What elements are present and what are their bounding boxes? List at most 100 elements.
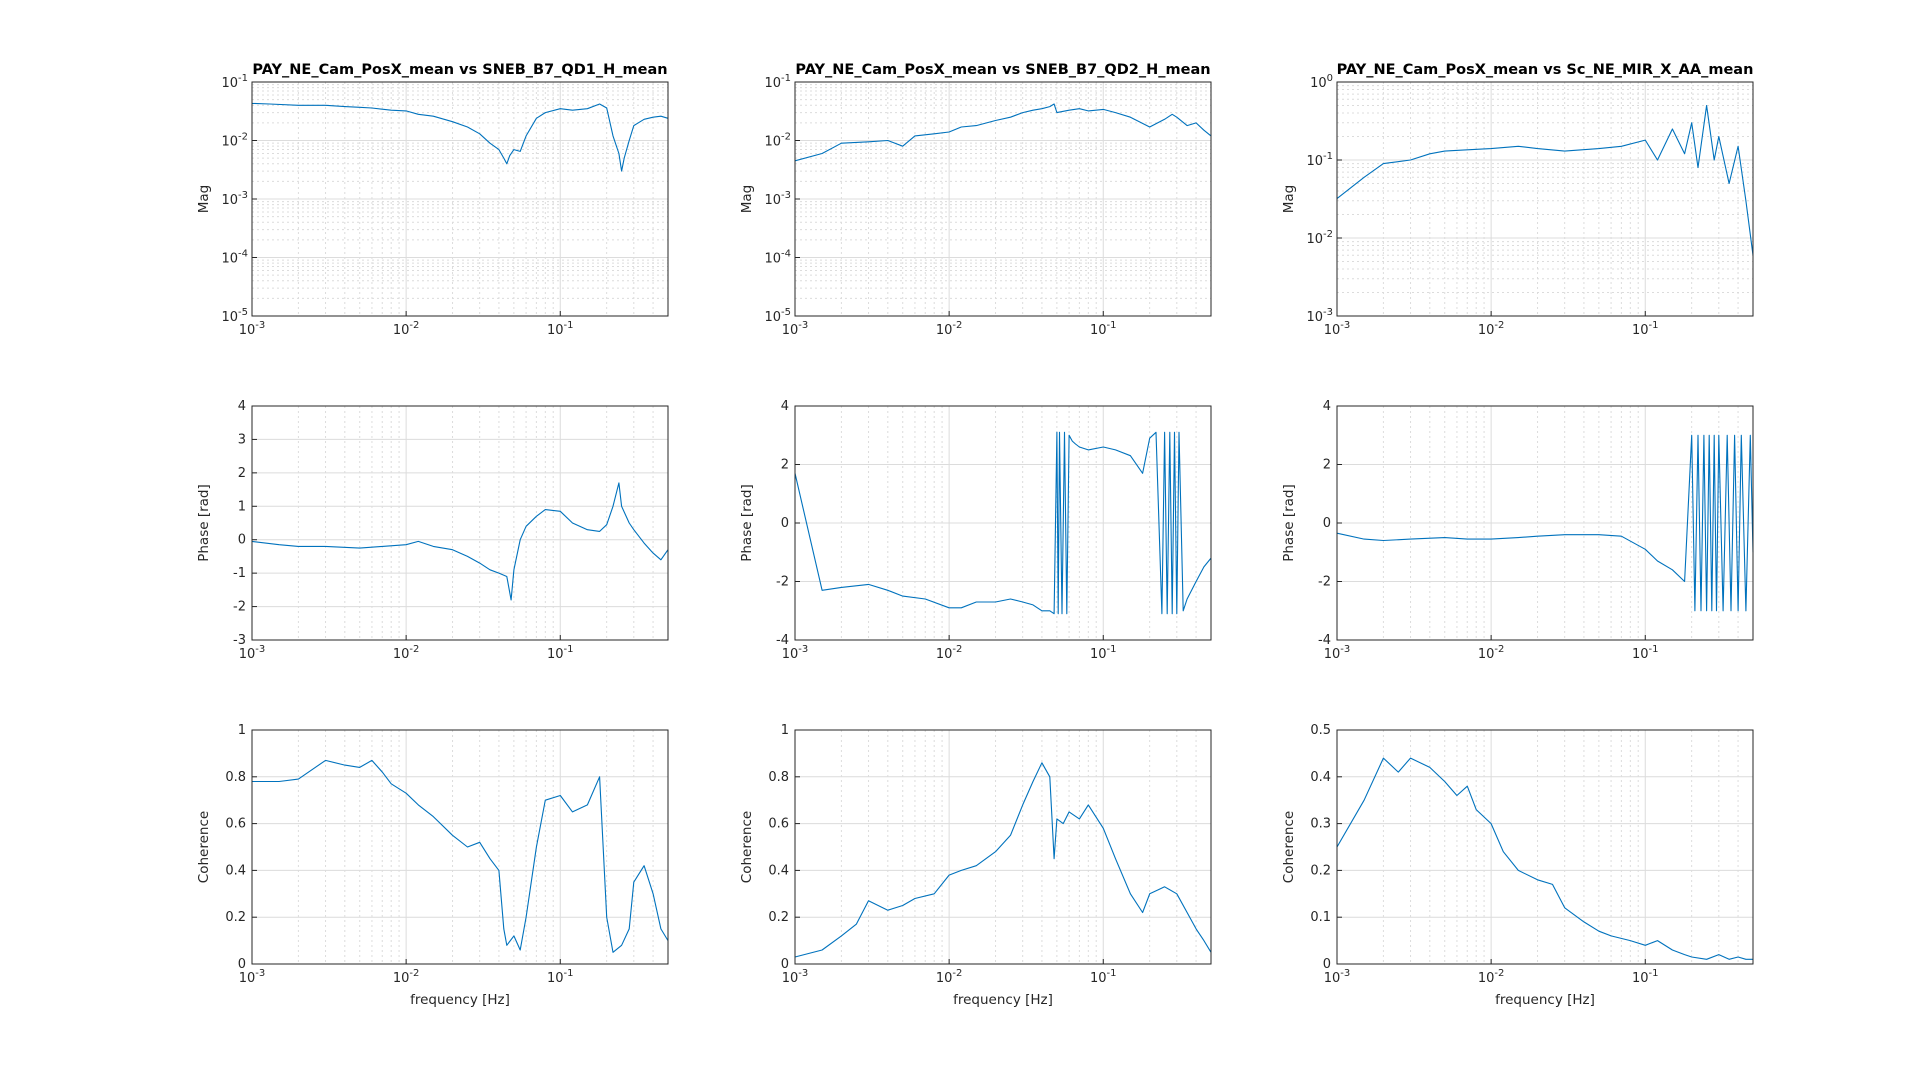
x-tick-exp-1: -2: [952, 968, 962, 979]
x-tick-exp-1: -2: [952, 320, 962, 331]
x-tick-exp-2: -1: [1649, 320, 1659, 331]
y-tick-label-2: 10-1: [1306, 151, 1333, 169]
series-line-0: [1336, 104, 1754, 256]
x-tick-base-2: 10: [1632, 323, 1649, 338]
x-tick-exp-0: -3: [1340, 320, 1350, 331]
y-tick-label-2: -1: [233, 566, 246, 581]
y-tick-exp-0: -5: [781, 307, 791, 318]
y-tick-label-5: 2: [238, 466, 246, 481]
x-tick-exp-0: -3: [798, 644, 808, 655]
x-tick-exp-0: -3: [798, 968, 808, 979]
y-axis-label: Mag: [739, 185, 755, 214]
x-tick-exp-1: -2: [409, 320, 419, 331]
y-tick-label-5: 1: [781, 723, 789, 738]
plot-area: [252, 406, 668, 640]
x-tick-base-0: 10: [782, 647, 799, 662]
x-tick-label-1: 10-2: [393, 968, 420, 986]
subplot-grid: 10-3 10-2 10-110-510-410-310-210-1PAY_NE_C…: [196, 62, 1754, 1008]
x-tick-base-1: 10: [936, 971, 953, 986]
x-axis-label: frequency [Hz]: [953, 992, 1053, 1008]
y-tick-label-4: 10-1: [221, 73, 248, 91]
y-tick-base-1: 10: [1306, 232, 1323, 247]
y-tick-label-1: 0.1: [1310, 910, 1331, 925]
y-tick-exp-2: -3: [781, 190, 791, 201]
y-tick-label-3: 10-2: [764, 132, 791, 150]
x-tick-label-2: 10-1: [1090, 968, 1117, 986]
axes-frame: [794, 729, 1212, 965]
x-tick-exp-1: -2: [409, 644, 419, 655]
y-tick-exp-2: -1: [1323, 151, 1333, 162]
y-tick-label-4: 10-1: [764, 73, 791, 91]
x-axis-label: frequency [Hz]: [410, 992, 510, 1008]
y-tick-label-1: 10-4: [221, 249, 248, 267]
x-tick-exp-2: -1: [1649, 644, 1659, 655]
x-tick-exp-1: -2: [1494, 644, 1504, 655]
x-tick-label-2: 10-1: [547, 644, 574, 662]
subplot-title: PAY_NE_Cam_PosX_mean vs Sc_NE_MIR_X_AA_m…: [1337, 62, 1754, 78]
x-tick-base-2: 10: [547, 647, 564, 662]
x-tick-label-0: 10-3: [239, 320, 266, 338]
x-tick-label-2: 10-1: [1090, 320, 1117, 338]
y-tick-exp-3: -2: [238, 132, 248, 143]
y-tick-label-4: 4: [1323, 399, 1331, 414]
y-tick-base-2: 10: [221, 193, 238, 208]
x-tick-label-1: 10-2: [936, 644, 963, 662]
y-tick-base-1: 10: [221, 252, 238, 267]
x-tick-label-2: 10-1: [547, 968, 574, 986]
y-tick-exp-3: 0: [1327, 73, 1333, 84]
axes-frame: [251, 729, 669, 965]
y-tick-label-0: -3: [233, 633, 246, 648]
y-tick-label-2: 10-3: [221, 190, 248, 208]
y-tick-label-1: -2: [1318, 575, 1331, 590]
y-tick-label-4: 1: [238, 499, 246, 514]
y-tick-label-0: 10-5: [221, 307, 248, 325]
x-tick-base-0: 10: [1324, 647, 1341, 662]
x-tick-exp-1: -2: [1494, 968, 1504, 979]
x-tick-label-1: 10-2: [393, 644, 420, 662]
y-tick-label-0: -4: [776, 633, 789, 648]
y-tick-exp-3: -2: [781, 132, 791, 143]
x-tick-label-0: 10-3: [782, 644, 809, 662]
y-tick-label-2: 0.4: [768, 863, 789, 878]
y-tick-base-3: 10: [764, 135, 781, 150]
y-tick-label-6: 3: [238, 432, 246, 447]
y-tick-label-0: 0: [1323, 957, 1331, 972]
y-tick-exp-0: -3: [1323, 307, 1333, 318]
x-tick-exp-0: -3: [255, 644, 265, 655]
y-tick-label-0: 10-3: [1306, 307, 1333, 325]
x-tick-label-2: 10-1: [547, 320, 574, 338]
subplot-mag1: 10-3 10-2 10-110-510-410-310-210-1PAY_NE_C…: [196, 62, 669, 338]
x-tick-base-1: 10: [1478, 971, 1495, 986]
subplot-coh1: 10-3 10-2 10-100.20.40.60.81Coherencefrequ…: [196, 723, 669, 1008]
x-tick-label-0: 10-3: [1324, 968, 1351, 986]
x-tick-label-2: 10-1: [1632, 968, 1659, 986]
x-tick-base-1: 10: [1478, 647, 1495, 662]
y-tick-label-1: 10-2: [1306, 229, 1333, 247]
x-tick-exp-2: -1: [564, 644, 574, 655]
x-tick-base-2: 10: [547, 323, 564, 338]
y-tick-base-4: 10: [764, 76, 781, 91]
x-tick-label-1: 10-2: [393, 320, 420, 338]
x-tick-base-0: 10: [782, 971, 799, 986]
y-tick-label-7: 4: [238, 399, 246, 414]
x-tick-exp-1: -2: [952, 644, 962, 655]
series-line-0: [251, 482, 669, 601]
y-axis-label: Coherence: [196, 811, 212, 883]
series-line-0: [794, 431, 1212, 615]
x-tick-exp-2: -1: [1107, 320, 1117, 331]
y-tick-base-2: 10: [764, 193, 781, 208]
subplot-coh3: 10-3 10-2 10-100.10.20.30.40.5Coherencefre…: [1281, 723, 1754, 1008]
y-tick-base-1: 10: [764, 252, 781, 267]
x-tick-base-0: 10: [782, 323, 799, 338]
x-tick-exp-0: -3: [255, 320, 265, 331]
x-tick-label-0: 10-3: [782, 320, 809, 338]
plot-area: [1337, 82, 1753, 316]
y-tick-label-4: 0.8: [768, 770, 789, 785]
y-tick-label-2: 0.4: [225, 863, 246, 878]
x-tick-base-0: 10: [1324, 971, 1341, 986]
x-tick-base-0: 10: [239, 647, 256, 662]
x-tick-exp-2: -1: [1649, 968, 1659, 979]
x-tick-exp-2: -1: [564, 968, 574, 979]
x-tick-base-2: 10: [1632, 647, 1649, 662]
